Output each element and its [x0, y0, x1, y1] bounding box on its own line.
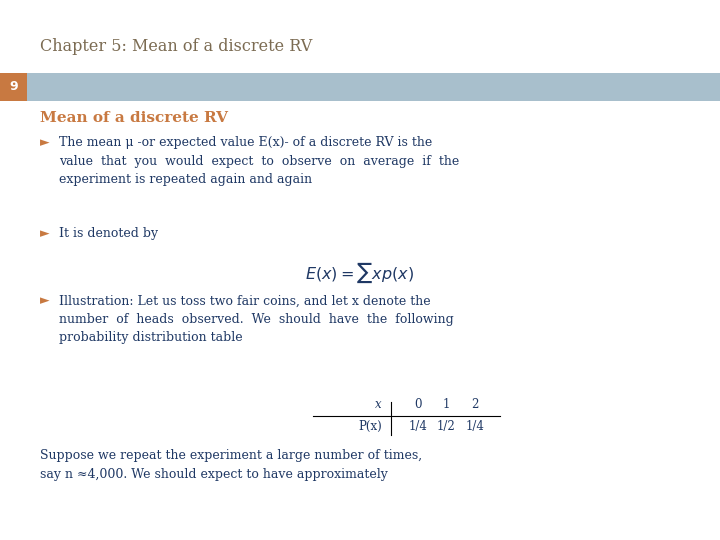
Text: Mean of a discrete RV: Mean of a discrete RV [40, 111, 228, 125]
Text: It is denoted by: It is denoted by [59, 227, 158, 240]
Text: Chapter 5: Mean of a discrete RV: Chapter 5: Mean of a discrete RV [40, 38, 312, 55]
Text: 1/2: 1/2 [437, 420, 456, 433]
Text: $E\left(x\right)=\sum xp\left(x\right)$: $E\left(x\right)=\sum xp\left(x\right)$ [305, 260, 415, 285]
Text: ►: ► [40, 136, 49, 149]
Text: 1/4: 1/4 [466, 420, 485, 433]
Text: ►: ► [40, 227, 49, 240]
Text: 0: 0 [414, 399, 421, 411]
Text: 1/4: 1/4 [408, 420, 427, 433]
Text: 2: 2 [472, 399, 479, 411]
Text: P(x): P(x) [358, 420, 382, 433]
Text: 9: 9 [9, 80, 18, 93]
Text: ►: ► [40, 294, 49, 307]
Text: x: x [375, 399, 382, 411]
Text: The mean μ -or expected value E(x)- of a discrete RV is the
value  that  you  wo: The mean μ -or expected value E(x)- of a… [59, 136, 459, 186]
Text: Illustration: Let us toss two fair coins, and let x denote the
number  of  heads: Illustration: Let us toss two fair coins… [59, 294, 454, 345]
Text: 1: 1 [443, 399, 450, 411]
Text: Suppose we repeat the experiment a large number of times,
say n ≈4,000. We shoul: Suppose we repeat the experiment a large… [40, 449, 422, 481]
